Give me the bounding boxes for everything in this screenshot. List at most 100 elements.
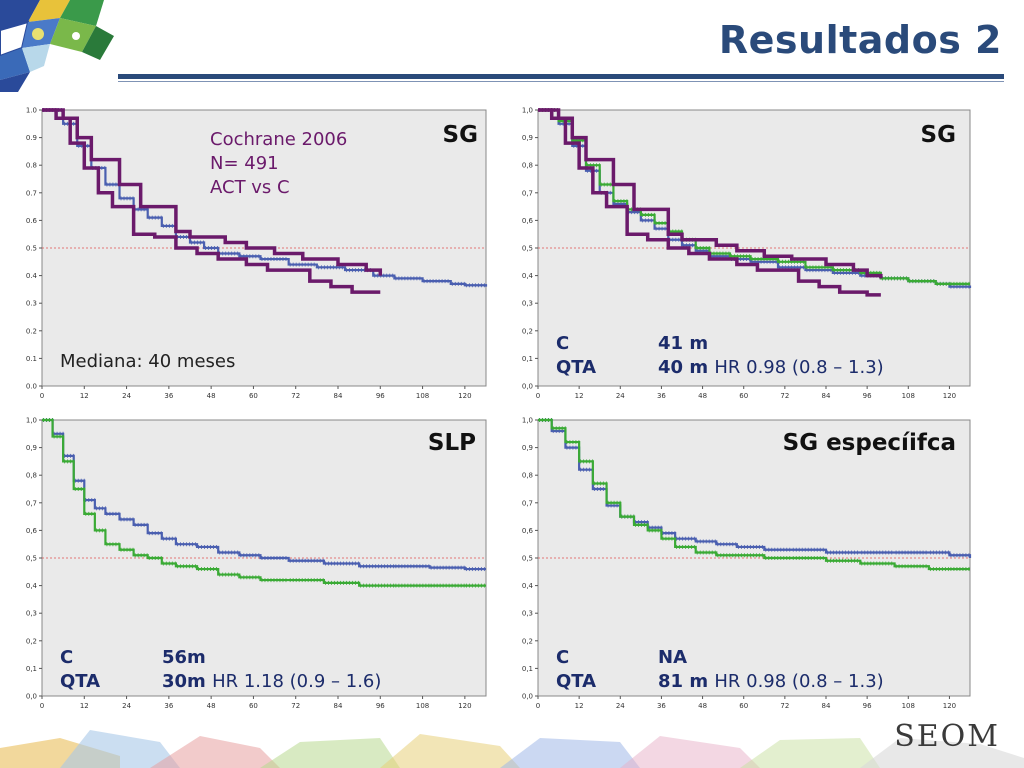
y-tick-label: 0,8 — [522, 472, 533, 480]
y-tick-label: 0.1 — [26, 355, 37, 363]
km-chart-sg: 0 12 24 36 48 60 72 84 96 108 120 0,0 0,1 0,2 0,3 0,4 0,… — [522, 107, 972, 400]
y-tick-label: 0,1 — [522, 355, 533, 363]
y-tick-label: 0,7 — [522, 499, 533, 507]
x-tick-label: 120 — [458, 702, 471, 710]
x-tick-label: 36 — [164, 702, 173, 710]
y-tick-label: 0,1 — [26, 665, 37, 673]
y-tick-label: 0,2 — [522, 327, 533, 335]
stats-block: C NA QTA 81 m HR 0.98 (0.8 – 1.3) — [556, 646, 956, 694]
x-tick-label: 96 — [376, 392, 385, 400]
y-tick-label: 0,7 — [26, 499, 37, 507]
x-tick-label: 60 — [739, 392, 748, 400]
y-tick-label: 0,6 — [522, 527, 534, 535]
x-tick-label: 12 — [575, 392, 584, 400]
x-tick-label: 96 — [863, 702, 872, 710]
x-tick-label: 84 — [334, 702, 343, 710]
y-tick-label: 0,9 — [522, 134, 533, 142]
y-tick-label: 0,6 — [26, 527, 38, 535]
title-underline-thin — [118, 81, 1004, 82]
x-tick-label: 108 — [416, 702, 429, 710]
y-tick-label: 0,9 — [522, 444, 533, 452]
chart-panel-sg-especifica: 0 12 24 36 48 60 72 84 96 108 120 0,0 0,1 0,2 0,3 0,4 0,… — [512, 414, 974, 714]
chart-title: SG especíifca — [782, 430, 956, 456]
x-tick-label: 48 — [698, 392, 707, 400]
stats-c-value: 41 m — [658, 333, 709, 354]
stats-c-label: C — [556, 333, 570, 354]
y-tick-label: 0,2 — [522, 637, 533, 645]
y-tick-label: 0,4 — [26, 582, 38, 590]
y-tick-label: 0,4 — [522, 582, 534, 590]
stats-row-qta: QTA 40 m HR 0.98 (0.8 – 1.3) — [556, 356, 956, 380]
y-tick-label: 0,9 — [26, 444, 37, 452]
stats-qta-value: 81 m — [658, 671, 709, 692]
mosaic-logo — [0, 0, 114, 92]
brand-logo: SEOM — [894, 719, 1000, 754]
x-tick-label: 60 — [249, 392, 258, 400]
y-tick-label: 0.6 — [26, 217, 38, 225]
stats-row-c: C 41 m — [556, 332, 956, 356]
stats-c-value: 56m — [162, 647, 206, 668]
chart-title: SG — [442, 122, 478, 148]
series-line-upper-bound — [538, 108, 883, 279]
x-tick-label: 12 — [575, 702, 584, 710]
x-tick-label: 48 — [207, 392, 216, 400]
x-tick-label: 72 — [780, 702, 789, 710]
x-tick-label: 108 — [902, 702, 915, 710]
series-line-lower-bound — [538, 108, 881, 297]
x-tick-label: 48 — [207, 702, 216, 710]
y-tick-label: 0,3 — [522, 610, 533, 618]
x-tick-label: 0 — [40, 392, 44, 400]
y-tick-label: 0,1 — [522, 665, 533, 673]
series-line-qta — [42, 418, 486, 587]
y-tick-label: 0,5 — [522, 555, 533, 563]
y-tick-label: 0.3 — [26, 300, 37, 308]
x-tick-label: 60 — [249, 702, 258, 710]
y-tick-label: 0,0 — [522, 383, 533, 391]
x-tick-label: 84 — [822, 702, 831, 710]
page-title: Resultados 2 — [718, 18, 1002, 62]
y-tick-label: 0,3 — [522, 300, 533, 308]
study-source: Cochrane 2006 — [210, 129, 348, 150]
x-tick-label: 120 — [943, 702, 956, 710]
y-tick-label: 1,0 — [522, 417, 533, 425]
chart-panel-sg: 0 12 24 36 48 60 72 84 96 108 120 0,0 0,1 0,2 0,3 0,4 0,… — [512, 104, 974, 404]
y-tick-label: 0,5 — [26, 555, 37, 563]
y-tick-label: 0.2 — [26, 327, 37, 335]
x-tick-label: 96 — [376, 702, 385, 710]
y-tick-label: 0.9 — [26, 134, 37, 142]
y-tick-label: 0,5 — [522, 245, 533, 253]
series-line-upper-bound — [42, 108, 383, 276]
stats-row-qta: QTA 81 m HR 0.98 (0.8 – 1.3) — [556, 670, 956, 694]
stats-row-c: C NA — [556, 646, 956, 670]
stats-qta-group: 40 m HR 0.98 (0.8 – 1.3) — [658, 356, 884, 380]
stats-c-label: C — [60, 647, 74, 668]
chart-panel-slp: 0 12 24 36 48 60 72 84 96 108 120 0,0 0,1 0,2 0,3 0,4 0,… — [16, 414, 490, 714]
x-tick-label: 84 — [334, 392, 343, 400]
x-tick-label: 36 — [657, 392, 666, 400]
stats-qta-label: QTA — [60, 671, 101, 692]
stats-block: C 41 m QTA 40 m HR 0.98 (0.8 – 1.3) — [556, 332, 956, 380]
y-tick-label: 0.8 — [26, 162, 37, 170]
y-tick-label: 0.5 — [26, 245, 37, 253]
x-tick-label: 24 — [616, 702, 625, 710]
x-tick-label: 0 — [40, 702, 44, 710]
x-tick-label: 0 — [536, 702, 540, 710]
km-chart-sg-cochrane: 0 12 24 36 48 60 72 84 96 108 120 0.0 0.1 0.2 0.3 0.4 0.… — [26, 107, 488, 400]
x-tick-label: 108 — [416, 392, 429, 400]
series-line-cochrane-2006-act-vs-c- — [42, 108, 488, 287]
stats-hr: HR 0.98 (0.8 – 1.3) — [714, 357, 884, 378]
y-tick-label: 0.7 — [26, 189, 37, 197]
study-comparison: ACT vs C — [210, 177, 290, 198]
x-tick-label: 24 — [616, 392, 625, 400]
title-underline — [118, 74, 1004, 79]
stats-qta-group: 30m HR 1.18 (0.9 – 1.6) — [162, 670, 381, 694]
stats-row-qta: QTA 30m HR 1.18 (0.9 – 1.6) — [60, 670, 470, 694]
study-annotation: Cochrane 2006 N= 491 ACT vs C — [210, 128, 347, 200]
y-tick-label: 0,7 — [522, 189, 533, 197]
x-tick-label: 96 — [863, 392, 872, 400]
x-tick-label: 24 — [122, 702, 131, 710]
x-tick-label: 36 — [164, 392, 173, 400]
chart-title: SG — [920, 122, 956, 148]
mosaic-footer — [0, 730, 1024, 768]
y-tick-label: 1,0 — [522, 107, 533, 115]
